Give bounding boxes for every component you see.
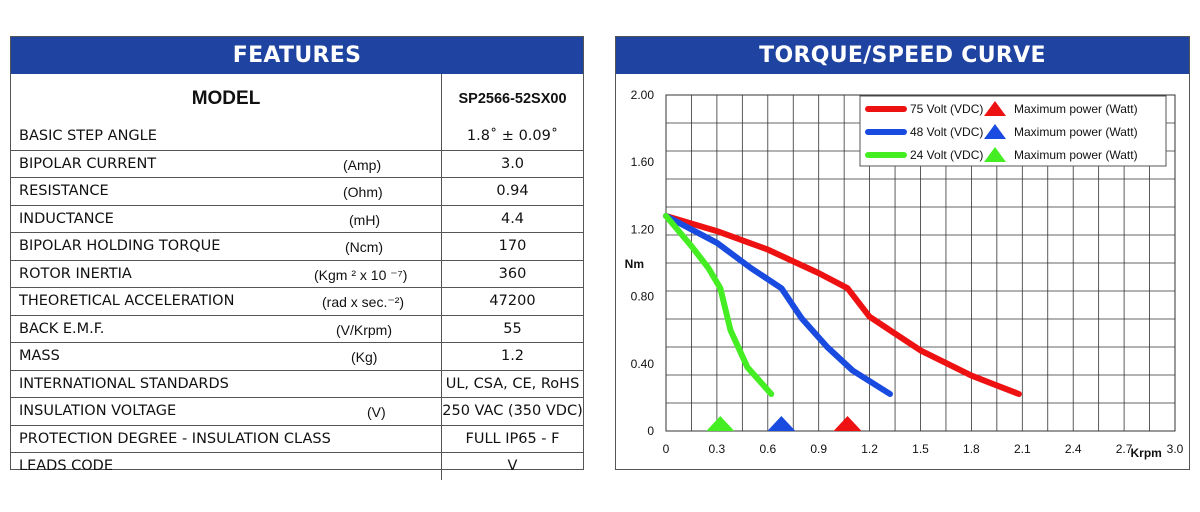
x-tick-label: 2.4 (1065, 442, 1082, 456)
spec-param: INTERNATIONAL STANDARDS (19, 375, 229, 392)
spec-param: MASS (19, 348, 60, 365)
spec-unit: (mH) (349, 211, 381, 228)
spec-param: THEORETICAL ACCELERATION (19, 293, 235, 310)
legend-marker-label: Maximum power (Watt) (1014, 148, 1138, 162)
spec-row: ROTOR INERTIA (Kgm ² x 10 ⁻⁷) 360 (11, 260, 583, 288)
spec-unit: (V) (367, 404, 386, 420)
spec-value: FULL IP65 - F (465, 430, 560, 447)
spec-row: MASS (Kg) 1.2 (11, 342, 583, 371)
spec-row: LEADS CODE V (11, 452, 583, 480)
max-power-marker (833, 416, 862, 431)
spec-value: UL, CSA, CE, RoHS (445, 375, 580, 392)
x-tick-label: 0.6 (759, 442, 776, 456)
spec-row: INTERNATIONAL STANDARDS UL, CSA, CE, RoHS (11, 370, 583, 398)
curve-header: TORQUE/SPEED CURVE (616, 37, 1189, 74)
spec-param: RESISTANCE (19, 183, 109, 200)
legend-box (859, 95, 1167, 167)
spec-param: BASIC STEP ANGLE (19, 128, 157, 145)
torque-speed-chart: 0 0.3 0.6 0.9 1.2 1.5 1.8 2.1 2.4 2.7 3.0 0 0.40 0.80… (625, 88, 1184, 460)
spec-param: PROTECTION DEGREE - INSULATION CLASS (19, 430, 331, 447)
y-tick-label: 1.60 (631, 155, 655, 169)
y-tick-label: 0 (647, 424, 654, 438)
features-header: FEATURES (11, 37, 583, 74)
model-label: MODEL (191, 87, 261, 109)
spec-unit: (rad x sec.⁻²) (322, 294, 405, 310)
x-tick-label: 0.9 (810, 442, 827, 456)
y-tick-label: 0.80 (631, 290, 655, 304)
spec-unit: (Ncm) (345, 239, 384, 255)
max-power-marker (767, 416, 796, 431)
spec-param: BIPOLAR HOLDING TORQUE (19, 238, 221, 255)
spec-value: 1.8˚ ± 0.09˚ (466, 128, 559, 145)
series-line (663, 213, 775, 397)
series-line (663, 213, 1022, 397)
x-tick-label: 1.5 (912, 442, 929, 456)
x-tick-label: 1.8 (963, 442, 980, 456)
legend-marker (984, 101, 1006, 116)
x-tick-label: 0 (663, 442, 670, 456)
y-tick-label: 1.20 (631, 222, 655, 236)
y-axis-label: Nm (625, 257, 644, 271)
spec-row: BIPOLAR HOLDING TORQUE (Ncm) 170 (11, 232, 583, 261)
spec-value: 3.0 (500, 155, 525, 172)
spec-param: BACK E.M.F. (19, 320, 105, 337)
features-panel: FEATURES MODEL SP2566-52SX00 BASIC STEP … (10, 36, 584, 480)
legend-series-label: 48 Volt (VDC) (910, 125, 983, 139)
x-tick-label: 3.0 (1167, 442, 1184, 456)
y-tick-label: 2.00 (631, 88, 655, 102)
spec-value: 170 (498, 238, 527, 255)
spec-param: LEADS CODE (19, 458, 114, 475)
x-axis-label: Krpm (1130, 446, 1161, 460)
x-tick-label: 2.7 (1116, 442, 1133, 456)
spec-param: INSULATION VOLTAGE (19, 403, 177, 420)
spec-value: 4.4 (500, 210, 525, 227)
x-tick-label: 1.2 (861, 442, 878, 456)
spec-row: BACK E.M.F. (V/Krpm) 55 (11, 315, 583, 343)
spec-unit: (Amp) (343, 156, 382, 173)
spec-value: 0.94 (496, 183, 529, 200)
spec-value: 1.2 (500, 348, 525, 365)
x-tick-label: 0.3 (709, 442, 726, 456)
y-tick-label: 0.40 (631, 357, 655, 371)
legend-marker (984, 124, 1006, 139)
x-tick-label: 2.1 (1014, 442, 1031, 456)
spec-unit: (Kgm ² x 10 ⁻⁷) (314, 266, 408, 283)
model-row: MODEL SP2566-52SX00 (11, 74, 583, 123)
spec-param: BIPOLAR CURRENT (19, 155, 157, 172)
spec-row: BIPOLAR CURRENT (Amp) 3.0 (11, 150, 583, 178)
spec-value: 55 (503, 320, 522, 337)
spec-unit: (Kg) (351, 349, 378, 365)
spec-row: INDUCTANCE (mH) 4.4 (11, 205, 583, 233)
spec-row: THEORETICAL ACCELERATION (rad x sec.⁻²) 47… (11, 287, 583, 316)
spec-row: RESISTANCE (Ohm) 0.94 (11, 177, 583, 206)
legend-marker-label: Maximum power (Watt) (1014, 102, 1138, 116)
spec-unit: (Ohm) (343, 184, 383, 200)
spec-param: ROTOR INERTIA (19, 265, 132, 282)
spec-value: 360 (498, 265, 527, 282)
spec-unit: (V/Krpm) (336, 321, 392, 338)
spec-row: INSULATION VOLTAGE (V) 250 VAC (350 VDC) (11, 397, 583, 426)
legend-series-label: 24 Volt (VDC) (910, 148, 983, 162)
legend-series-label: 75 Volt (VDC) (910, 102, 983, 116)
spec-row: PROTECTION DEGREE - INSULATION CLASS FULL… (11, 425, 583, 453)
spec-value: V (507, 458, 518, 475)
spec-value: 250 VAC (350 VDC) (442, 403, 583, 420)
spec-param: INDUCTANCE (19, 210, 114, 227)
model-value: SP2566-52SX00 (458, 90, 567, 107)
features-table: MODEL SP2566-52SX00 BASIC STEP ANGLE 1.8˚… (11, 74, 583, 480)
spec-value: 47200 (489, 293, 536, 310)
max-power-marker (706, 416, 735, 431)
legend-marker (984, 147, 1006, 162)
curve-panel: TORQUE/SPEED CURVE 0 0.3 0.6 0.9 1.2 1.5 1.8 2.… (615, 36, 1190, 470)
series-line (663, 213, 893, 397)
legend-marker-label: Maximum power (Watt) (1014, 125, 1138, 139)
spec-row: BASIC STEP ANGLE 1.8˚ ± 0.09˚ (11, 123, 583, 151)
